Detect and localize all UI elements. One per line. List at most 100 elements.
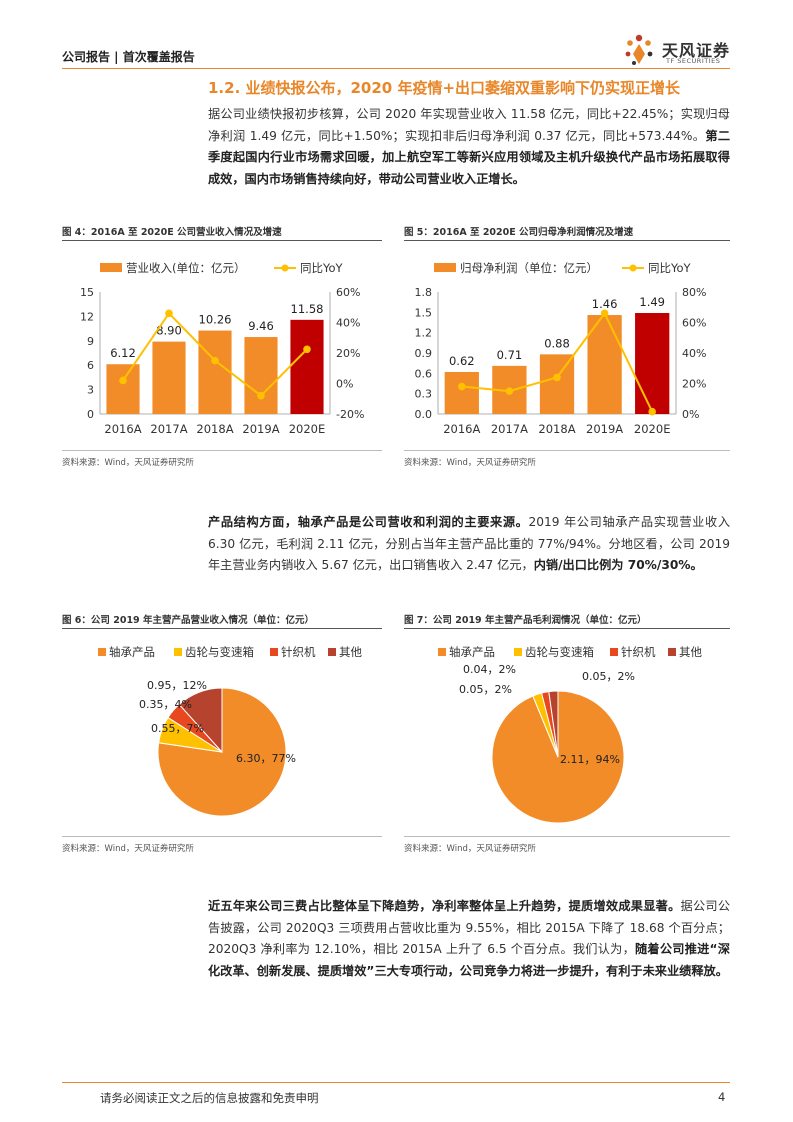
x-tick-label: 2018A (196, 422, 233, 436)
paragraph-text: 2019 年公司轴承产品实现营业收入 6.30 亿元，毛利润 2.11 亿元，分… (208, 515, 731, 572)
legend-swatch (98, 648, 106, 656)
yoy-point (648, 407, 656, 416)
legend-bar-swatch (434, 263, 456, 272)
pie-data-label: 0.04，2% (463, 663, 516, 676)
gross-profit-pie-chart: 轴承产品 齿轮与变速箱 针织机 其他 2.11，94% 0.05，2% 0.04，2% 0.0… (438, 645, 702, 824)
bar-data-label: 6.12 (110, 346, 136, 360)
revenue-pie-chart: 轴承产品 齿轮与变速箱 针织机 其他 6.30，77% 0.55，7% 0.35，4% 0.9… (98, 645, 362, 817)
x-tick-label: 2017A (491, 422, 528, 436)
paragraph-bold-text: 内销/出口比例为 70%/30%。 (533, 558, 703, 572)
legend-swatch (328, 648, 336, 656)
bar-data-label: 1.49 (639, 295, 665, 309)
yoy-point (211, 356, 219, 365)
yoy-point (600, 309, 609, 318)
yoy-point (119, 376, 127, 385)
logo-mark-icon (625, 34, 653, 65)
legend-label: 轴承产品 (109, 645, 155, 659)
fig6-bottom-rule (62, 836, 382, 837)
pie-slice (548, 690, 559, 758)
fig5-source: 资料来源：Wind，天风证券研究所 (404, 458, 536, 468)
fig6-title-rule (62, 628, 382, 629)
fig5-bottom-rule (404, 450, 730, 451)
bar (106, 364, 140, 414)
y-tick-label: 12 (80, 310, 94, 323)
y-tick-label: 1.8 (415, 286, 433, 299)
yoy-point (303, 345, 311, 354)
bar-data-label: 10.26 (199, 313, 232, 327)
legend-swatch (270, 648, 278, 656)
fig5-title: 图 5：2016A 至 2020E 公司归母净利润情况及增速 (404, 227, 634, 238)
legend-label: 其他 (679, 645, 702, 659)
legend-swatch (438, 648, 446, 656)
pie-data-label: 0.05，2% (459, 683, 512, 696)
y-tick-label: 0.9 (415, 347, 433, 360)
fig4-title-rule (62, 240, 382, 241)
bar (539, 354, 575, 414)
logo-text-en: TF SECURITIES (666, 57, 721, 65)
footer-disclaimer: 请务必阅读正文之后的信息披露和免责申明 (100, 1091, 319, 1105)
page-number: 4 (718, 1090, 726, 1104)
y2-tick-label: 20% (336, 347, 360, 360)
y2-tick-label: -20% (336, 408, 364, 421)
report-type-header: 公司报告 | 首次覆盖报告 (62, 50, 195, 64)
y-tick-label: 0.6 (415, 367, 433, 380)
paragraph-bold-text: 第二季度起国内行业市场需求回暖，加上航空军工等新兴应用领域及主机升级换代产品市场… (208, 128, 731, 186)
y-tick-label: 1.5 (415, 306, 433, 319)
paragraph-bold-text: 随着公司推进“深化改革、创新发展、提质增效”三大专项行动，公司竞争力将进一步提升… (208, 942, 730, 978)
x-tick-label: 2016A (443, 422, 480, 436)
x-tick-label: 2020E (289, 422, 326, 436)
y-tick-label: 9 (87, 335, 94, 348)
footer-divider (62, 1082, 730, 1083)
legend-line-marker (281, 264, 289, 272)
x-tick-label: 2019A (242, 422, 279, 436)
legend-swatch (610, 648, 618, 656)
y-tick-label: 15 (80, 286, 94, 299)
fig5-title-rule (404, 240, 730, 241)
section-title: 1.2. 业绩快报公布，2020 年疫情+出口萎缩双重影响下仍实现正增长 (208, 79, 681, 97)
fig6-title: 图 6：公司 2019 年主营产品营业收入情况（单位：亿元） (62, 615, 314, 626)
pie-slice (178, 687, 223, 754)
bar-data-label: 0.71 (497, 348, 523, 362)
x-tick-label: 2017A (150, 422, 187, 436)
bar-data-label: 8.90 (156, 324, 182, 338)
legend-label: 轴承产品 (449, 645, 495, 659)
paragraph-product-structure: 产品结构方面，轴承产品是公司营收和利润的主要来源。2019 年公司轴承产品实现营… (208, 512, 730, 577)
x-tick-label: 2016A (104, 422, 141, 436)
y2-tick-label: 0% (336, 378, 353, 391)
yoy-point (553, 373, 561, 382)
legend-bar-label: 营业收入(单位：亿元） (126, 261, 246, 275)
bar (198, 330, 232, 414)
paragraph-performance: 据公司业绩快报初步核算，公司 2020 年实现营业收入 11.58 亿元，同比+… (208, 104, 730, 190)
bar (587, 315, 622, 414)
pie-data-label: 0.95，12% (147, 679, 207, 692)
yoy-point (505, 387, 514, 395)
legend-line-label: 同比YoY (300, 261, 344, 275)
legend-label: 齿轮与变速箱 (185, 645, 254, 659)
bar (635, 313, 670, 414)
x-tick-label: 2018A (538, 422, 575, 436)
paragraph-text: 据公司业绩快报初步核算，公司 2020 年实现营业收入 11.58 亿元，同比+… (208, 107, 730, 143)
tf-securities-logo: 天风证券 TF SECURITIES (622, 32, 732, 68)
fig4-title: 图 4：2016A 至 2020E 公司营业收入情况及增速 (62, 227, 282, 238)
fig7-source: 资料来源：Wind，天风证券研究所 (404, 844, 536, 854)
y2-tick-label: 80% (682, 286, 706, 299)
y2-tick-label: 20% (682, 378, 706, 391)
y2-tick-label: 60% (682, 317, 706, 330)
yoy-point (165, 309, 173, 318)
y2-tick-label: 60% (336, 286, 360, 299)
paragraph-text: 据公司公告披露，公司 2020Q3 三项费用占营收比重为 9.55%，相比 20… (208, 899, 731, 956)
x-tick-label: 2020E (634, 422, 671, 436)
legend-bar-label: 归母净利润（单位：亿元） (460, 261, 598, 275)
fig7-title: 图 7：公司 2019 年主营产品毛利润情况（单位：亿元） (404, 615, 647, 626)
paragraph-bold-text: 产品结构方面，轴承产品是公司营收和利润的主要来源。 (208, 515, 529, 529)
legend-label: 针织机 (281, 645, 316, 659)
bar (244, 337, 278, 414)
y-tick-label: 3 (87, 384, 94, 397)
legend-label: 其他 (339, 645, 362, 659)
pie-data-label: 0.35，4% (139, 698, 192, 711)
legend-bar-swatch (100, 263, 122, 272)
y2-tick-label: 40% (336, 317, 360, 330)
y-tick-label: 0.3 (415, 388, 433, 401)
revenue-chart: 营业收入(单位：亿元） 同比YoY 0 3 6 9 12 15 -20% 0% 20% 40% 60% 6… (80, 261, 364, 436)
logo-text-cn: 天风证券 (662, 41, 731, 60)
